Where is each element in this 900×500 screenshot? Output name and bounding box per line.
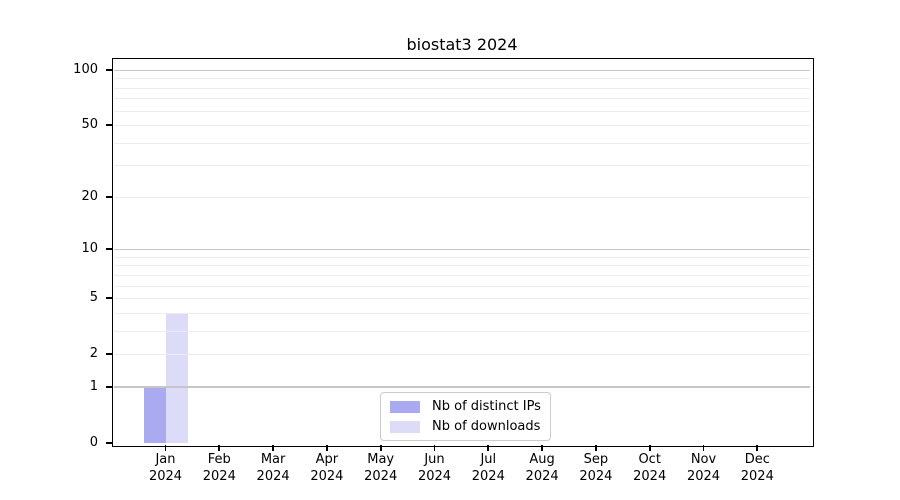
legend-label: Nb of distinct IPs bbox=[432, 399, 541, 414]
x-tick-label: Apr 2024 bbox=[300, 451, 354, 485]
major-gridline bbox=[114, 386, 810, 388]
x-tick-month: Feb bbox=[207, 452, 231, 467]
x-tick-mark bbox=[164, 444, 167, 451]
legend-item: Nb of downloads bbox=[390, 417, 541, 436]
y-tick-label: 5 bbox=[89, 290, 98, 306]
x-tick-month: Dec bbox=[744, 452, 770, 467]
legend-swatch bbox=[390, 420, 420, 433]
y-tick-label: 10 bbox=[81, 241, 98, 257]
x-tick-label: Nov 2024 bbox=[677, 451, 731, 485]
x-tick-year: 2024 bbox=[633, 469, 667, 484]
x-tick-mark bbox=[702, 444, 705, 451]
x-tick-label: Jun 2024 bbox=[408, 451, 462, 485]
minor-gridline bbox=[114, 142, 810, 144]
y-tick-label: 1 bbox=[89, 378, 98, 394]
x-tick-year: 2024 bbox=[148, 469, 183, 484]
minor-gridline bbox=[114, 312, 810, 314]
minor-gridline bbox=[114, 256, 810, 258]
y-tick-mark bbox=[106, 297, 113, 300]
minor-gridline bbox=[114, 354, 810, 356]
x-tick-month: Oct bbox=[638, 452, 661, 467]
plot-border bbox=[112, 57, 814, 447]
x-tick-mark bbox=[218, 444, 221, 451]
x-tick-month: Jan bbox=[155, 452, 176, 467]
x-tick-month: Nov bbox=[690, 452, 717, 467]
legend-item: Nb of distinct IPs bbox=[390, 397, 541, 416]
minor-gridline bbox=[114, 87, 810, 89]
minor-gridline bbox=[114, 298, 810, 300]
x-tick-label: May 2024 bbox=[354, 451, 408, 485]
bar-downloads bbox=[165, 312, 188, 443]
y-tick-mark bbox=[106, 248, 113, 251]
x-tick-mark bbox=[272, 444, 274, 451]
x-tick-mark bbox=[648, 444, 651, 451]
minor-gridline bbox=[114, 274, 810, 276]
y-tick-mark bbox=[106, 69, 113, 71]
x-tick-label: Dec 2024 bbox=[730, 451, 784, 485]
minor-gridline bbox=[114, 110, 810, 112]
x-tick-year: 2024 bbox=[310, 469, 344, 484]
x-tick-mark bbox=[379, 444, 382, 451]
y-tick-label: 2 bbox=[89, 346, 98, 362]
minor-gridline bbox=[114, 330, 810, 332]
x-tick-year: 2024 bbox=[686, 469, 721, 484]
y-tick-mark bbox=[106, 196, 113, 198]
x-tick-year: 2024 bbox=[525, 469, 559, 484]
x-tick-year: 2024 bbox=[417, 469, 452, 484]
legend-swatch bbox=[390, 400, 420, 413]
x-tick-month: Apr bbox=[315, 452, 339, 467]
major-gridline bbox=[114, 69, 810, 71]
x-tick-year: 2024 bbox=[471, 469, 505, 484]
x-tick-label: Jul 2024 bbox=[461, 451, 515, 485]
x-tick-mark bbox=[541, 444, 543, 451]
minor-gridline bbox=[114, 125, 810, 127]
x-tick-month: Aug bbox=[529, 452, 555, 467]
x-tick-mark bbox=[756, 444, 759, 451]
y-tick-mark bbox=[106, 353, 113, 356]
x-tick-year: 2024 bbox=[256, 469, 290, 484]
x-tick-mark bbox=[326, 444, 328, 451]
minor-gridline bbox=[114, 265, 810, 267]
x-tick-label: Sep 2024 bbox=[569, 451, 623, 485]
x-tick-month: Mar bbox=[260, 452, 286, 467]
x-tick-year: 2024 bbox=[740, 469, 774, 484]
x-tick-label: Jan 2024 bbox=[139, 451, 193, 485]
x-tick-month: Jun bbox=[424, 452, 445, 467]
y-tick-mark bbox=[106, 124, 113, 127]
x-tick-month: Sep bbox=[583, 452, 609, 467]
legend: Nb of distinct IPs Nb of downloads bbox=[380, 392, 551, 441]
minor-gridline bbox=[114, 98, 810, 100]
minor-gridline bbox=[114, 78, 810, 80]
y-tick-mark bbox=[106, 442, 113, 444]
x-tick-label: Mar 2024 bbox=[246, 451, 300, 485]
x-tick-label: Feb 2024 bbox=[192, 451, 246, 485]
chart-title: biostat3 2024 bbox=[406, 35, 518, 54]
x-tick-mark bbox=[433, 444, 436, 451]
y-tick-label: 50 bbox=[81, 117, 98, 133]
major-gridline bbox=[114, 248, 810, 251]
minor-gridline bbox=[114, 165, 810, 167]
legend-label: Nb of downloads bbox=[432, 419, 541, 434]
minor-gridline bbox=[114, 196, 810, 198]
y-tick-label: 100 bbox=[73, 62, 98, 77]
y-tick-mark bbox=[106, 386, 113, 388]
bar-distinct-ips bbox=[143, 386, 166, 443]
x-tick-label: Aug 2024 bbox=[515, 451, 569, 485]
x-tick-year: 2024 bbox=[579, 469, 613, 484]
x-tick-mark bbox=[487, 444, 490, 451]
minor-gridline bbox=[114, 285, 810, 287]
y-tick-label: 20 bbox=[81, 188, 98, 204]
y-tick-label: 0 bbox=[89, 435, 98, 450]
x-tick-month: Jul bbox=[480, 452, 497, 467]
x-tick-label: Oct 2024 bbox=[623, 451, 677, 485]
x-tick-mark bbox=[595, 444, 597, 451]
x-tick-year: 2024 bbox=[202, 469, 236, 484]
x-tick-year: 2024 bbox=[364, 469, 398, 484]
x-tick-month: May bbox=[367, 452, 395, 467]
